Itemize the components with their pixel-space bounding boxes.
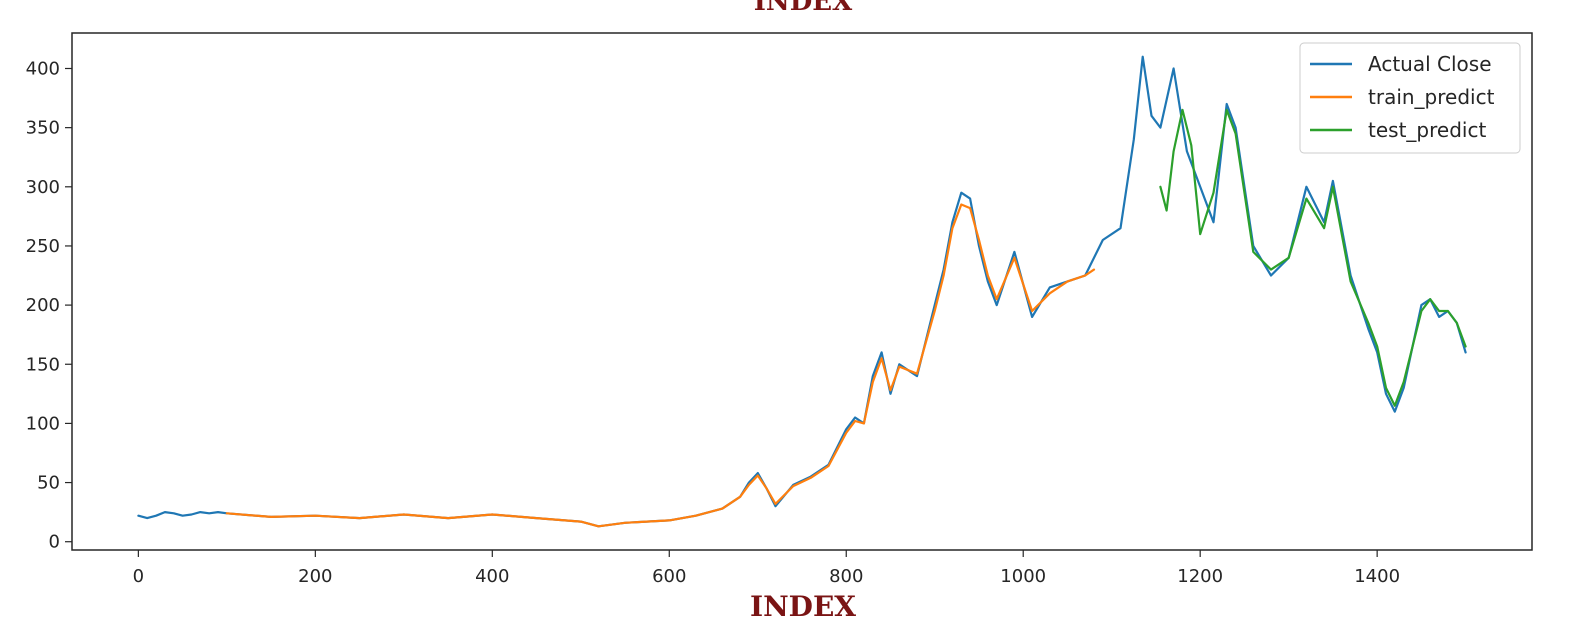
plot-area: 0 200 400 600 800 1000 1200 1400 0 50 100 150 200 25… — [26, 32, 1533, 587]
y-tick-label: 50 — [37, 473, 60, 494]
series-group — [137, 55, 1467, 528]
legend-box — [1299, 42, 1521, 154]
series-line-train-predict — [225, 203, 1096, 528]
x-tick-label: 200 — [298, 566, 332, 587]
x-tick-label: 0 — [133, 566, 144, 587]
x-axis: 0 200 400 600 800 1000 1200 1400 — [133, 550, 1400, 587]
y-tick-label: 300 — [26, 177, 60, 198]
y-tick-label: 0 — [49, 532, 60, 553]
y-tick-label: 250 — [26, 236, 60, 257]
y-tick-label: 400 — [26, 58, 60, 79]
x-tick-label: 800 — [829, 566, 863, 587]
legend-label-test-predict: test_predict — [1368, 118, 1486, 142]
x-tick-label: 1400 — [1354, 566, 1400, 587]
x-tick-label: 600 — [652, 566, 686, 587]
y-tick-label: 350 — [26, 118, 60, 139]
y-tick-label: 150 — [26, 354, 60, 375]
plot-frame — [71, 32, 1533, 551]
y-tick-label: 100 — [26, 413, 60, 434]
y-axis: 0 50 100 150 200 250 300 350 400 — [26, 58, 72, 553]
legend: Actual Close train_predict test_predict — [1299, 42, 1521, 154]
x-tick-label: 1000 — [1000, 566, 1046, 587]
x-tick-label: 1200 — [1177, 566, 1223, 587]
series-line-test-predict — [1159, 108, 1467, 407]
legend-label-actual-close: Actual Close — [1368, 52, 1492, 76]
legend-label-train-predict: train_predict — [1368, 85, 1495, 109]
y-tick-label: 200 — [26, 295, 60, 316]
series-line-actual-close — [137, 55, 1467, 528]
x-tick-label: 400 — [475, 566, 509, 587]
x-axis-title: INDEX — [750, 590, 856, 622]
chart-title: INDEX — [754, 0, 853, 17]
